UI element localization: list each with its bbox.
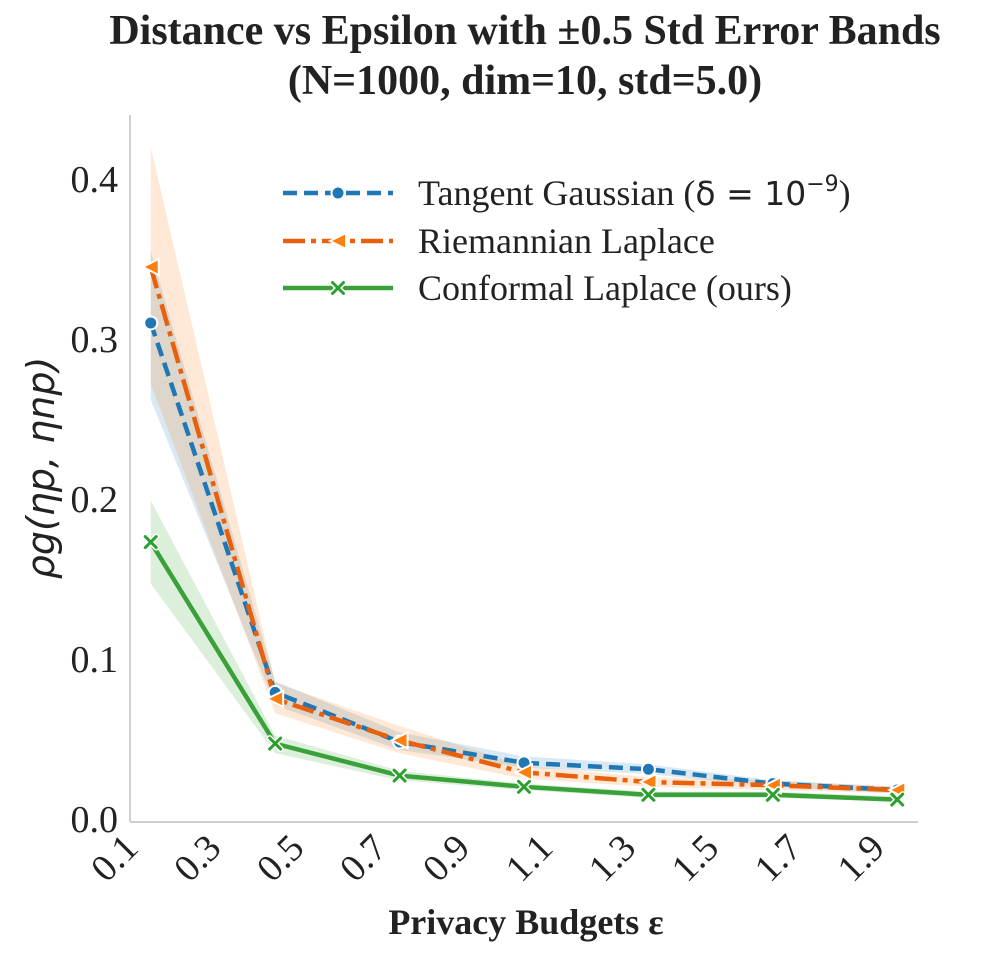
x-tick-label: 1.7 [747, 827, 810, 890]
legend-label-1: Riemannian Laplace [418, 221, 715, 261]
data-point-0-0 [143, 315, 159, 331]
y-tick-label: 0.3 [71, 319, 119, 361]
series-markers [140, 257, 907, 809]
y-tick-label: 0.1 [71, 639, 119, 681]
data-point-1-1 [264, 689, 285, 709]
x-tick-label: 0.5 [249, 827, 312, 890]
data-point-1-3 [513, 762, 533, 783]
x-axis-label: Privacy Budgets ε [388, 902, 663, 942]
data-point-2-6 [888, 791, 906, 809]
data-point-2-1 [266, 735, 284, 753]
chart-title-line1: Distance vs Epsilon with ±0.5 Std Error … [109, 8, 940, 54]
x-tick-label: 0.7 [332, 827, 395, 890]
legend-marker-0 [330, 185, 346, 201]
data-point-2-3 [515, 778, 533, 796]
y-axis-label: ρg(ηp, ηnp) [19, 357, 63, 580]
legend-label-0: Tangent Gaussian (δ = 10−9) [418, 172, 851, 213]
data-point-2-5 [764, 786, 782, 804]
error-band-0 [150, 250, 898, 794]
data-point-2-4 [639, 786, 657, 804]
data-point-1-4 [638, 772, 658, 792]
legend: Tangent Gaussian (δ = 10−9) Riemannian La… [283, 172, 851, 308]
legend-marker-2 [329, 279, 347, 297]
x-tick-label: 0.9 [415, 827, 478, 890]
series-line-1 [148, 266, 898, 793]
x-tick-label: 1.3 [581, 827, 644, 890]
data-point-2-0 [142, 533, 160, 551]
y-tick-label: 0.0 [71, 799, 119, 841]
chart-title-line2: (N=1000, dim=10, std=5.0) [288, 58, 762, 104]
x-tick-labels: 0.1 0.3 0.5 0.7 0.9 1.1 1.3 1.5 1.7 1.9 [83, 827, 893, 890]
data-point-1-2 [389, 730, 409, 751]
x-tick-label: 1.9 [830, 827, 893, 890]
legend-label-2: Conformal Laplace (ours) [418, 268, 792, 308]
y-tick-label: 0.4 [71, 159, 119, 201]
data-point-0-4 [640, 761, 656, 777]
data-point-2-2 [391, 767, 409, 785]
y-tick-label: 0.2 [71, 479, 119, 521]
x-tick-label: 1.1 [498, 827, 561, 890]
x-tick-label: 1.5 [664, 827, 727, 890]
x-tick-label: 0.3 [166, 827, 229, 890]
y-tick-labels: 0.0 0.1 0.2 0.3 0.4 [71, 159, 119, 841]
series-lines [148, 266, 898, 802]
legend-marker-1 [327, 231, 347, 251]
data-point-1-0 [140, 257, 160, 277]
